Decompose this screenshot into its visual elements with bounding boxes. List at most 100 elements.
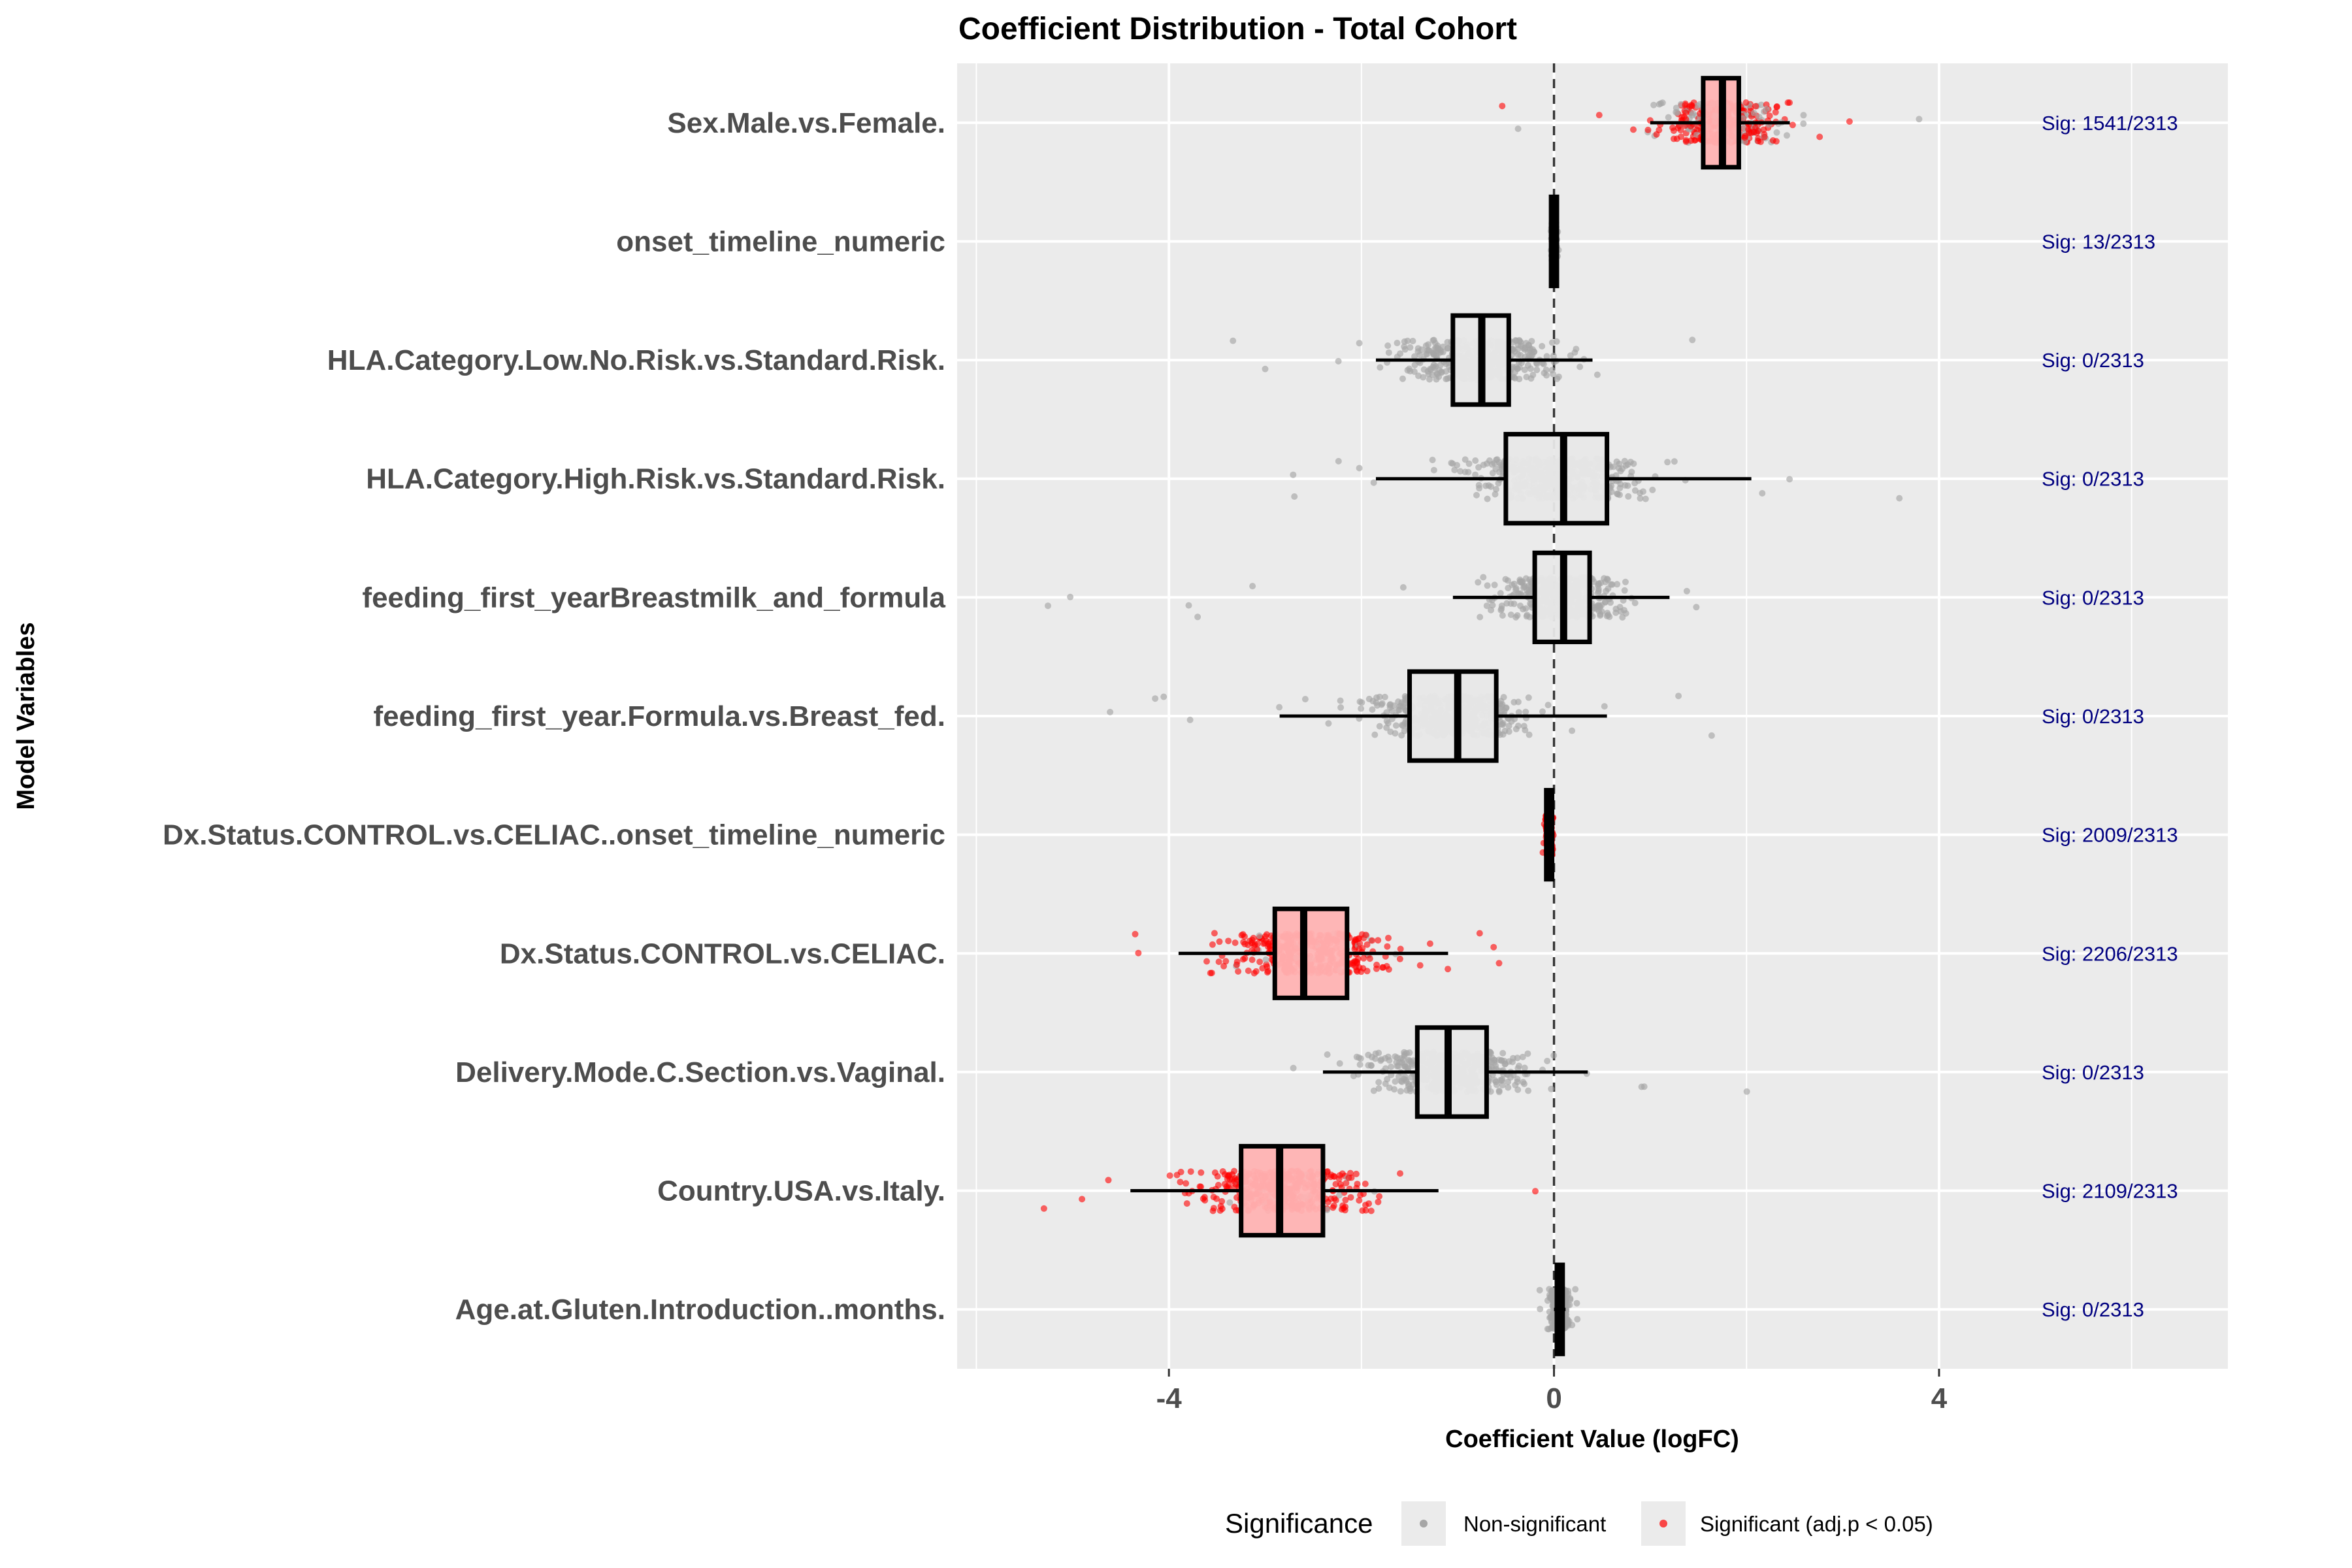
x-tick-label: 0 — [1546, 1382, 1561, 1414]
significant-point — [1356, 935, 1362, 942]
nonsignificant-point — [1499, 612, 1506, 619]
box-8 — [1322, 1025, 1588, 1119]
significant-point — [1345, 1174, 1352, 1181]
legend-dot-nonsig — [1420, 1520, 1428, 1527]
nonsignificant-point — [1550, 352, 1557, 359]
nonsignificant-point — [1486, 457, 1493, 464]
significant-point — [1198, 1169, 1205, 1176]
nonsignificant-point — [1650, 101, 1658, 108]
y-axis-title: Model Variables — [12, 622, 40, 809]
nonsignificant-point — [1371, 731, 1379, 738]
x-tick-label: -4 — [1156, 1382, 1183, 1414]
nonsignificant-point — [1382, 1054, 1389, 1062]
significant-point — [1177, 1168, 1184, 1175]
significant-point — [1375, 1198, 1382, 1205]
nonsignificant-point — [1324, 1051, 1331, 1058]
nonsignificant-point — [1519, 1053, 1526, 1060]
significant-point — [1356, 945, 1363, 953]
significant-point — [1225, 938, 1232, 945]
significant-point — [1416, 962, 1424, 969]
significant-point — [1231, 1203, 1238, 1211]
nonsignificant-point — [1465, 468, 1472, 476]
nonsignificant-point — [1514, 1075, 1521, 1083]
nonsignificant-point — [1549, 1302, 1556, 1309]
iqr-box — [1407, 669, 1499, 763]
significant-point — [1330, 1204, 1337, 1211]
nonsignificant-point — [1392, 1053, 1399, 1060]
nonsignificant-point — [1356, 465, 1363, 472]
nonsignificant-point — [1384, 1075, 1391, 1083]
significant-point — [1397, 1170, 1403, 1177]
nonsignificant-point — [1472, 457, 1479, 464]
nonsignificant-point — [1487, 483, 1494, 490]
box-0 — [1650, 76, 1790, 170]
significant-point — [1688, 123, 1695, 130]
nonsignificant-point — [1152, 695, 1159, 702]
significant-point — [1673, 135, 1680, 142]
nonsignificant-point — [1262, 956, 1269, 963]
nonsignificant-point — [1067, 593, 1074, 600]
nonsignificant-point — [1426, 366, 1433, 372]
significant-point — [1220, 962, 1228, 970]
nonsignificant-point — [1491, 1077, 1498, 1084]
significant-point — [1187, 1168, 1194, 1175]
significant-point — [1211, 930, 1218, 937]
x-tick-label: 4 — [1931, 1382, 1948, 1414]
significant-point — [1241, 955, 1249, 962]
nonsignificant-point — [1186, 716, 1194, 723]
nonsignificant-point — [1511, 374, 1518, 381]
nonsignificant-point — [1508, 718, 1515, 725]
nonsignificant-point — [1522, 605, 1529, 612]
significant-point — [1476, 930, 1483, 937]
y-axis-labels: Sex.Male.vs.Female.onset_timeline_numeri… — [163, 107, 946, 1326]
chart-title: Coefficient Distribution - Total Cohort — [958, 12, 1517, 46]
significant-point — [1369, 937, 1376, 944]
nonsignificant-point — [1786, 476, 1793, 483]
nonsignificant-point — [1550, 1052, 1558, 1059]
nonsignificant-point — [1375, 1085, 1382, 1092]
nonsignificant-point — [1567, 1295, 1574, 1302]
iqr-box — [1503, 432, 1610, 526]
nonsignificant-point — [1399, 721, 1405, 728]
nonsignificant-point — [1800, 112, 1807, 119]
nonsignificant-point — [1526, 589, 1532, 596]
sig-label: Sig: 0/2313 — [2042, 1298, 2144, 1321]
nonsignificant-point — [1631, 599, 1639, 606]
nonsignificant-point — [1505, 1058, 1512, 1065]
nonsignificant-point — [1896, 495, 1903, 502]
significant-point — [1354, 955, 1362, 962]
significant-point — [1397, 945, 1404, 953]
nonsignificant-point — [1370, 479, 1377, 486]
nonsignificant-point — [1541, 370, 1548, 376]
significant-point — [1222, 958, 1230, 965]
nonsignificant-point — [1448, 459, 1455, 466]
nonsignificant-point — [1483, 602, 1490, 610]
nonsignificant-point — [1521, 1064, 1528, 1071]
nonsignificant-point — [1520, 723, 1527, 730]
significant-point — [1816, 133, 1823, 140]
nonsignificant-point — [1649, 486, 1656, 493]
nonsignificant-point — [1522, 708, 1529, 715]
nonsignificant-point — [1544, 702, 1552, 709]
significant-point — [1266, 943, 1273, 949]
significant-point — [1499, 103, 1506, 110]
nonsignificant-point — [1411, 353, 1418, 360]
nonsignificant-point — [1631, 480, 1639, 487]
significant-point — [1691, 137, 1698, 144]
nonsignificant-point — [1784, 132, 1790, 139]
legend-title: Significance — [1225, 1508, 1373, 1539]
y-tick-label: feeding_first_yearBreastmilk_and_formula — [362, 581, 945, 613]
nonsignificant-point — [1230, 337, 1237, 344]
nonsignificant-point — [1512, 725, 1520, 732]
sig-label: Sig: 2109/2313 — [2042, 1180, 2178, 1203]
significant-point — [1669, 124, 1676, 131]
nonsignificant-point — [1543, 353, 1550, 360]
significant-point — [1682, 138, 1690, 145]
significant-point — [1177, 1179, 1184, 1186]
nonsignificant-point — [1511, 600, 1518, 608]
nonsignificant-point — [1497, 590, 1504, 596]
significant-point — [1367, 1207, 1375, 1215]
nonsignificant-point — [1574, 1316, 1581, 1323]
nonsignificant-point — [1495, 1088, 1503, 1096]
significant-point — [1235, 968, 1242, 975]
